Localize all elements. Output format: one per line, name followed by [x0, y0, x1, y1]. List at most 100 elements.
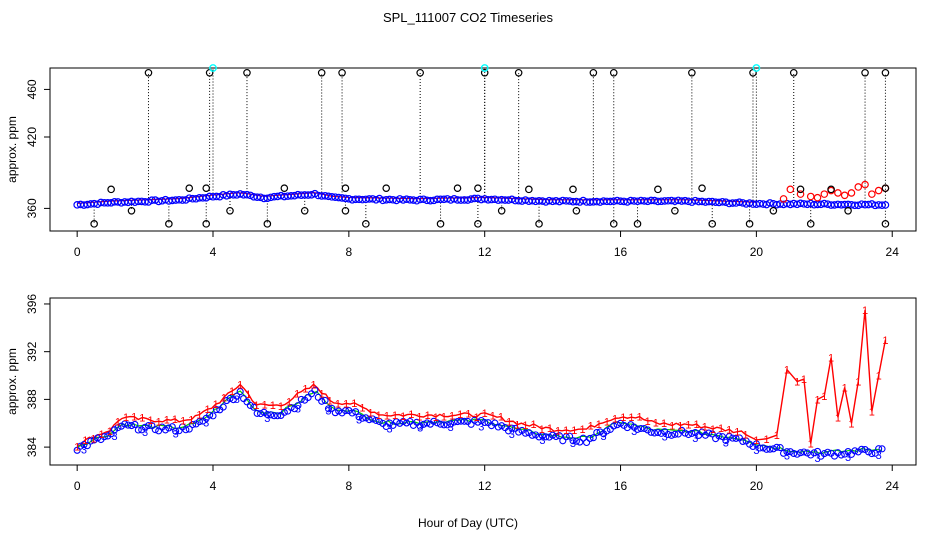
black-point: [769, 206, 778, 215]
series-1-marker: 1: [229, 386, 235, 398]
series-3-marker: 3: [478, 421, 484, 433]
y-tick-label: 460: [25, 79, 39, 99]
series-3-point: [800, 448, 808, 456]
series-1-marker: 1: [753, 435, 759, 447]
series-3-marker: 3: [784, 450, 790, 462]
series-1-marker: 1: [245, 389, 251, 401]
series-3-point: [100, 433, 108, 441]
series-1-marker: 1: [425, 410, 431, 422]
series-3-point: [416, 422, 424, 430]
series-3-point: [739, 437, 747, 445]
series-3-point: [528, 431, 536, 439]
x-tick-label: 8: [346, 479, 353, 493]
red-point: [813, 193, 822, 202]
black-point: [202, 184, 211, 192]
red-point: [820, 190, 829, 198]
series-3-point: [681, 429, 689, 437]
series-1-marker: 1: [416, 412, 422, 424]
series-3-marker: 3: [173, 428, 179, 440]
series-1-marker: 1: [123, 412, 129, 424]
series-3-point: [185, 425, 193, 433]
blue-point: [212, 192, 221, 201]
black-point: [514, 68, 523, 77]
x-tick-label: 16: [614, 245, 628, 259]
series-1-marker: 1: [539, 424, 545, 436]
black-point: [474, 220, 482, 228]
series-3-marker: 3: [753, 445, 759, 457]
series-1-marker: 1: [794, 377, 800, 389]
black-point: [300, 206, 309, 215]
series-3-point: [280, 408, 288, 416]
series-1-marker: 1: [506, 416, 512, 428]
series-3-point: [257, 410, 265, 418]
black-point: [789, 68, 798, 77]
series-3-point: [657, 429, 665, 437]
series-3-point: [151, 426, 159, 434]
series-1-marker: 1: [408, 409, 414, 421]
cyan-point: [209, 64, 217, 72]
black-point: [844, 206, 852, 215]
series-3-point: [481, 418, 489, 427]
series-3-marker: 3: [600, 431, 606, 443]
series-1-marker: 1: [808, 439, 814, 451]
series-3-point: [878, 445, 886, 453]
black-point: [861, 68, 869, 77]
series-1-marker: 1: [335, 398, 341, 410]
black-point: [243, 68, 251, 77]
series-3-point: [423, 419, 431, 427]
series-1-marker: 1: [571, 425, 577, 437]
series-3-point: [864, 448, 873, 456]
x-tick-label: 8: [346, 245, 353, 259]
series-3-marker: 3: [203, 418, 209, 430]
series-3-point: [253, 409, 261, 417]
series-3-point: [508, 424, 516, 432]
series-1-marker: 1: [531, 419, 537, 431]
series-3-point: [474, 418, 482, 426]
y-tick-label: 360: [25, 198, 39, 218]
series-1-marker: 1: [702, 422, 708, 434]
plot-frame: [49, 297, 917, 466]
series-3-point: [341, 407, 350, 415]
series-3-point: [172, 427, 180, 435]
series-1-marker: 1: [876, 371, 882, 383]
series-3-marker: 3: [814, 453, 820, 465]
series-1-marker: 1: [784, 365, 790, 377]
series-3-point: [121, 420, 129, 428]
series-3-point: [297, 395, 305, 403]
series-1-marker: 1: [685, 420, 691, 432]
cyan-point: [480, 64, 489, 72]
series-3-marker: 3: [631, 426, 637, 438]
y-axis-label: approx. ppm: [5, 116, 19, 183]
series-1-marker: 1: [441, 412, 447, 424]
series-1-marker: 1: [645, 416, 651, 428]
x-tick-label: 0: [74, 479, 81, 493]
series-1-marker: 1: [677, 420, 683, 432]
series-1-marker: 1: [774, 430, 780, 442]
blue-point: [881, 201, 890, 209]
black-point: [165, 220, 173, 228]
series-1-marker: 1: [848, 418, 854, 430]
series-3-point: [182, 426, 190, 434]
series-3-point: [420, 420, 428, 428]
series-3-point: [498, 422, 506, 430]
series-3-marker: 3: [234, 394, 240, 406]
series-1-marker: 1: [196, 410, 202, 422]
series-3-point: [586, 434, 594, 442]
series-3-point: [650, 429, 659, 437]
series-1-marker: 1: [188, 415, 194, 427]
blue-point: [718, 197, 727, 206]
series-1-marker: 1: [563, 425, 569, 437]
series-3-point: [579, 434, 587, 442]
y-tick-label: 388: [25, 389, 39, 409]
series-1-marker: 1: [555, 425, 561, 437]
series-1-marker: 1: [237, 380, 243, 392]
series-3-point: [430, 417, 438, 425]
black-point: [226, 206, 234, 215]
y-tick-label: 396: [25, 294, 39, 314]
black-point: [698, 184, 706, 192]
black-point: [317, 68, 326, 77]
black-point: [688, 68, 696, 77]
series-3-point: [375, 417, 383, 426]
series-3-point: [335, 407, 343, 415]
series-3-marker: 3: [509, 429, 515, 441]
